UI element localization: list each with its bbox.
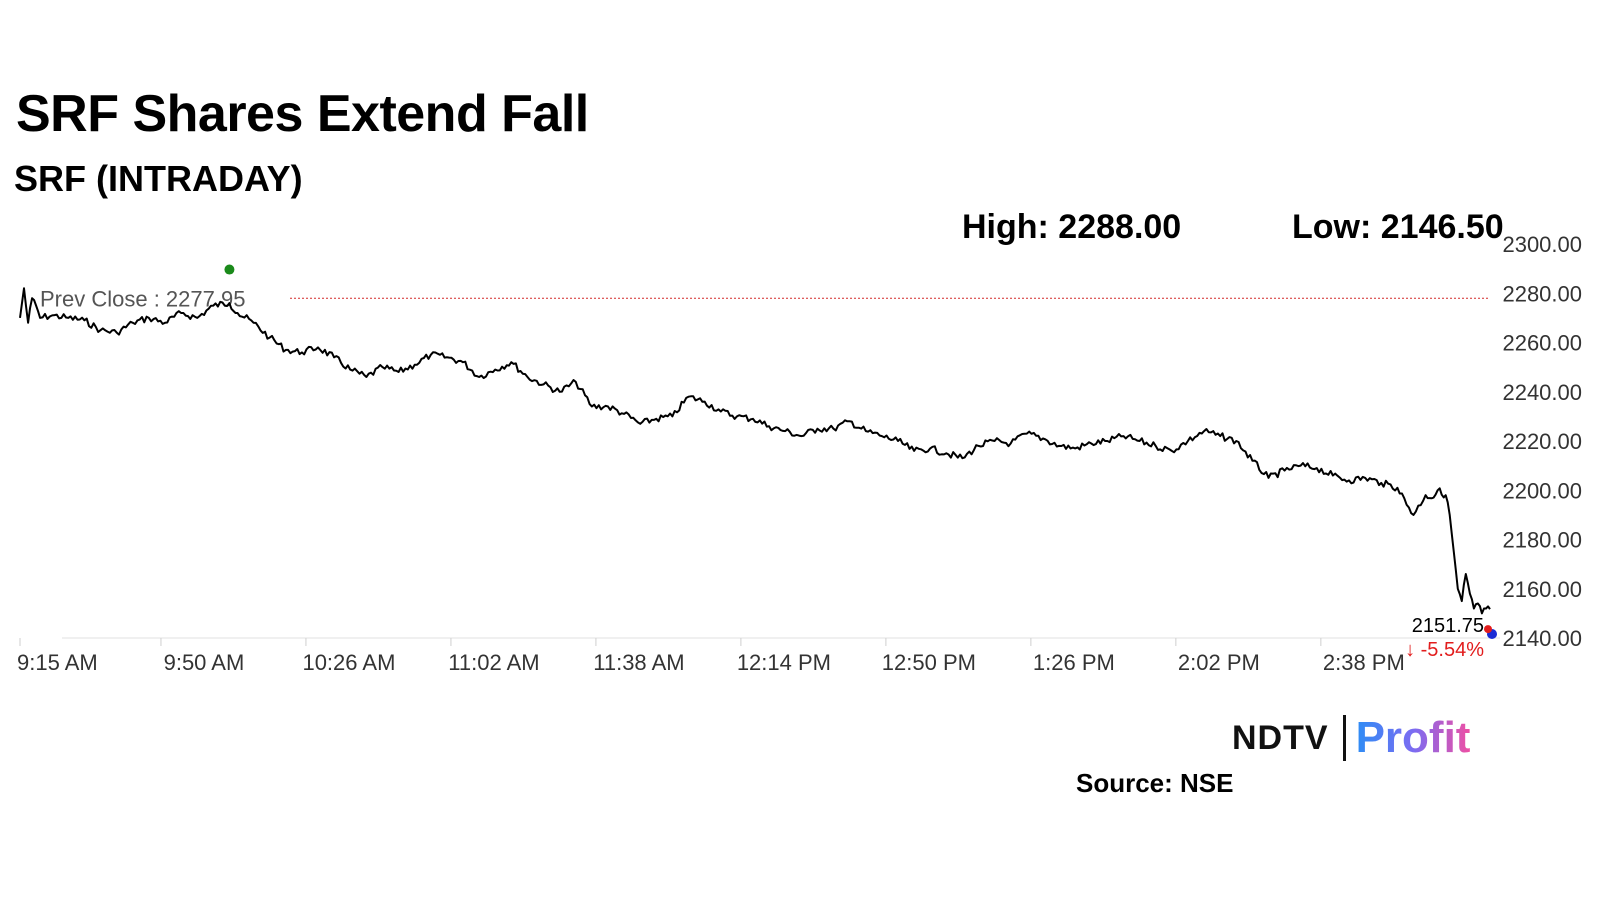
x-tick-label: 1:26 PM (1033, 650, 1115, 675)
ndtv-profit-logo: NDTV Profit (1232, 712, 1470, 764)
chart-title: SRF Shares Extend Fall (16, 85, 589, 143)
day-low-stat: Low: 2146.50 (1292, 208, 1504, 246)
x-tick-label: 9:15 AM (17, 650, 98, 675)
last-change-label: ↓ -5.54% (1405, 639, 1484, 661)
price-series-line (19, 287, 1491, 615)
logo-ndtv-text: NDTV (1232, 718, 1329, 757)
y-tick-label: 2220.00 (1502, 429, 1582, 454)
y-tick-label: 2300.00 (1502, 232, 1582, 257)
y-tick-label: 2140.00 (1502, 626, 1582, 651)
logo-profit-text: Profit (1355, 713, 1471, 762)
last-price-marker (1484, 625, 1492, 634)
chart-subtitle: SRF (INTRADAY) (14, 158, 303, 199)
day-high-marker (224, 264, 235, 275)
prev-close-label: Prev Close : 2277.95 (40, 286, 245, 311)
x-tick-label: 12:14 PM (737, 650, 831, 675)
y-tick-label: 2200.00 (1502, 478, 1582, 503)
x-tick-label: 11:38 AM (593, 650, 684, 675)
x-axis: 9:15 AM 9:50 AM 10:26 AM 11:02 AM 11:38 AM 12… (17, 638, 1405, 675)
x-tick-label: 11:02 AM (448, 650, 539, 675)
x-tick-label: 2:02 PM (1178, 650, 1260, 675)
y-tick-label: 2160.00 (1502, 577, 1582, 602)
last-price-label: 2151.75 (1412, 615, 1484, 637)
y-tick-label: 2280.00 (1502, 281, 1582, 306)
logo-divider (1342, 715, 1346, 761)
y-tick-label: 2180.00 (1502, 528, 1582, 553)
y-tick-label: 2260.00 (1502, 331, 1582, 356)
day-high-stat: High: 2288.00 (962, 208, 1182, 246)
x-tick-label: 12:50 PM (882, 650, 976, 675)
source-note: Source: NSE (1076, 768, 1234, 798)
y-tick-label: 2240.00 (1502, 380, 1582, 405)
x-tick-label: 2:38 PM (1323, 650, 1405, 675)
y-axis: 2300.00 2280.00 2260.00 2240.00 2220.00 2200.… (1502, 232, 1582, 651)
x-tick-label: 9:50 AM (164, 650, 245, 675)
x-tick-label: 10:26 AM (302, 650, 395, 675)
